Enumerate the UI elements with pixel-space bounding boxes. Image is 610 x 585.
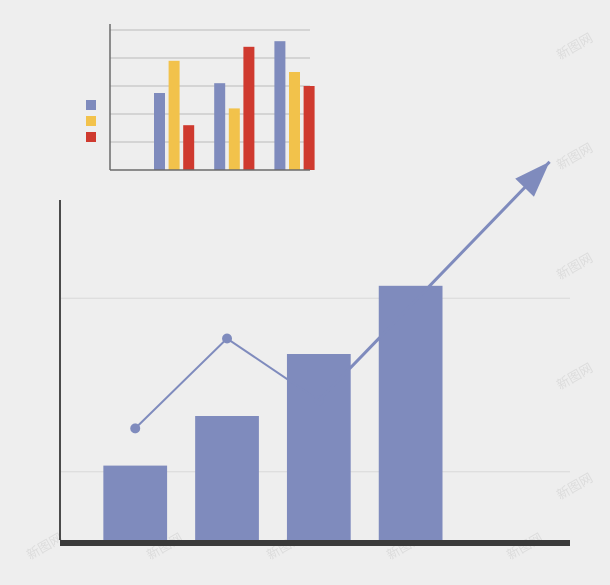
inset-bar (183, 125, 194, 170)
inset-bar (229, 108, 240, 170)
watermark: 新图网 (554, 140, 595, 172)
main-x-axis-base (60, 540, 570, 546)
watermark: 新图网 (504, 530, 545, 562)
inset-bar (274, 41, 285, 170)
infographic-stage: 新图网新图网新图网新图网新图网新图网新图网新图网新图网新图网 (0, 0, 610, 585)
main-marker (130, 423, 140, 433)
watermark: 新图网 (554, 360, 595, 392)
inset-bar (243, 47, 254, 170)
inset-bar (304, 86, 315, 170)
legend-swatch (86, 100, 96, 110)
inset-bar (154, 93, 165, 170)
watermark: 新图网 (554, 30, 595, 62)
main-bar (379, 286, 443, 540)
legend-swatch (86, 132, 96, 142)
main-marker (222, 334, 232, 344)
main-bar (287, 354, 351, 540)
chart-svg: 新图网新图网新图网新图网新图网新图网新图网新图网新图网新图网 (0, 0, 610, 585)
legend-swatch (86, 116, 96, 126)
main-bar (195, 416, 259, 540)
inset-bar (169, 61, 180, 170)
inset-bar (289, 72, 300, 170)
watermark: 新图网 (554, 470, 595, 502)
watermark: 新图网 (554, 250, 595, 282)
inset-bar (214, 83, 225, 170)
main-bar (103, 466, 167, 540)
